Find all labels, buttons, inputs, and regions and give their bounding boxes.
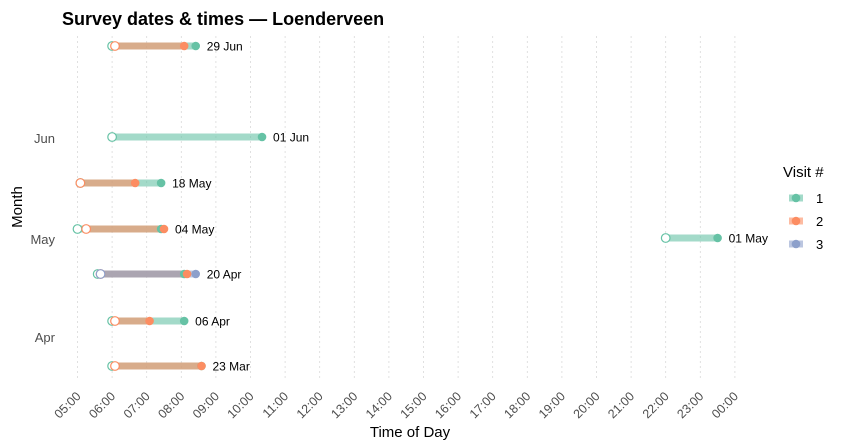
x-tick-label: 00:00 xyxy=(709,389,741,421)
survey-row: 01 Jun xyxy=(107,131,309,145)
x-tick-label: 17:00 xyxy=(467,389,499,421)
date-label: 20 Apr xyxy=(207,268,242,282)
end-point xyxy=(713,233,722,243)
x-tick-label: 06:00 xyxy=(86,389,118,421)
x-tick-label: 23:00 xyxy=(674,389,706,421)
legend-label: 2 xyxy=(816,214,823,229)
x-tick-label: 07:00 xyxy=(121,389,153,421)
survey-row: 18 May xyxy=(75,177,211,191)
y-month-label: Jun xyxy=(34,131,55,146)
legend-key-3 xyxy=(789,239,803,249)
x-tick-label: 18:00 xyxy=(501,389,533,421)
start-point xyxy=(107,132,117,142)
x-tick-label: 05:00 xyxy=(52,389,84,421)
date-label: 06 Apr xyxy=(195,315,230,329)
survey-row: 20 Apr xyxy=(92,268,242,282)
survey-row: 06 Apr xyxy=(107,315,230,329)
end-point xyxy=(179,316,189,326)
x-tick-label: 11:00 xyxy=(260,389,291,420)
start-point xyxy=(81,224,92,234)
x-tick-label: 13:00 xyxy=(328,389,360,421)
legend-key-1 xyxy=(789,193,803,203)
x-tick-label: 12:00 xyxy=(294,389,326,421)
survey-row: 04 May xyxy=(72,223,214,237)
gridlines xyxy=(77,36,736,378)
x-tick-label: 22:00 xyxy=(640,389,672,421)
y-axis-title: Month xyxy=(9,186,26,228)
start-point xyxy=(95,269,106,279)
end-point xyxy=(159,224,169,234)
date-label: 18 May xyxy=(172,177,211,191)
end-point xyxy=(182,269,192,279)
end-point xyxy=(191,41,201,51)
start-point xyxy=(660,233,671,243)
date-label: 23 Mar xyxy=(212,360,249,374)
x-tick-label: 15:00 xyxy=(398,389,430,421)
start-point xyxy=(72,224,83,234)
x-tick-label: 21:00 xyxy=(605,389,637,421)
end-point xyxy=(191,269,201,279)
chart-title: Survey dates & times — Loenderveen xyxy=(62,9,384,29)
x-axis-title: Time of Day xyxy=(370,424,451,441)
x-tick-label: 08:00 xyxy=(155,389,187,421)
end-point xyxy=(156,178,166,188)
x-tick-label: 19:00 xyxy=(536,389,568,421)
x-tick-label: 16:00 xyxy=(432,389,464,421)
end-point xyxy=(130,178,140,188)
x-tick-label: 14:00 xyxy=(363,389,395,421)
start-point xyxy=(75,178,86,188)
date-label: 29 Jun xyxy=(207,40,243,54)
date-label: 01 Jun xyxy=(273,131,309,145)
legend-label: 3 xyxy=(816,237,823,252)
x-tick-label: 20:00 xyxy=(571,389,603,421)
y-month-labels: Jun May Apr xyxy=(30,131,55,345)
y-month-label: Apr xyxy=(35,330,56,345)
start-point xyxy=(110,41,120,51)
y-month-label: May xyxy=(30,232,55,247)
survey-row: 01 May xyxy=(660,232,768,246)
date-label: 04 May xyxy=(175,223,214,237)
x-tick-label: 10:00 xyxy=(225,389,257,421)
survey-ranges: 29 Jun 01 Jun 18 May 04 May 01 May 20 Apr 06 A… xyxy=(72,40,768,374)
legend-key-2 xyxy=(789,216,803,226)
start-point xyxy=(110,361,120,371)
end-point xyxy=(257,132,267,142)
start-point xyxy=(110,316,120,326)
x-tick-labels: 05:00 06:00 07:00 08:00 09:00 10:00 11:00 12:00… xyxy=(52,389,741,421)
survey-row: 23 Mar xyxy=(107,360,250,374)
end-point xyxy=(145,316,154,326)
date-label: 01 May xyxy=(729,232,768,246)
survey-row: 29 Jun xyxy=(107,40,243,54)
legend: Visit # 1 2 3 xyxy=(783,164,824,252)
end-point xyxy=(179,41,189,51)
x-tick-label: 09:00 xyxy=(190,389,222,421)
legend-title: Visit # xyxy=(783,164,824,181)
legend-label: 1 xyxy=(816,191,823,206)
end-point xyxy=(197,361,206,371)
